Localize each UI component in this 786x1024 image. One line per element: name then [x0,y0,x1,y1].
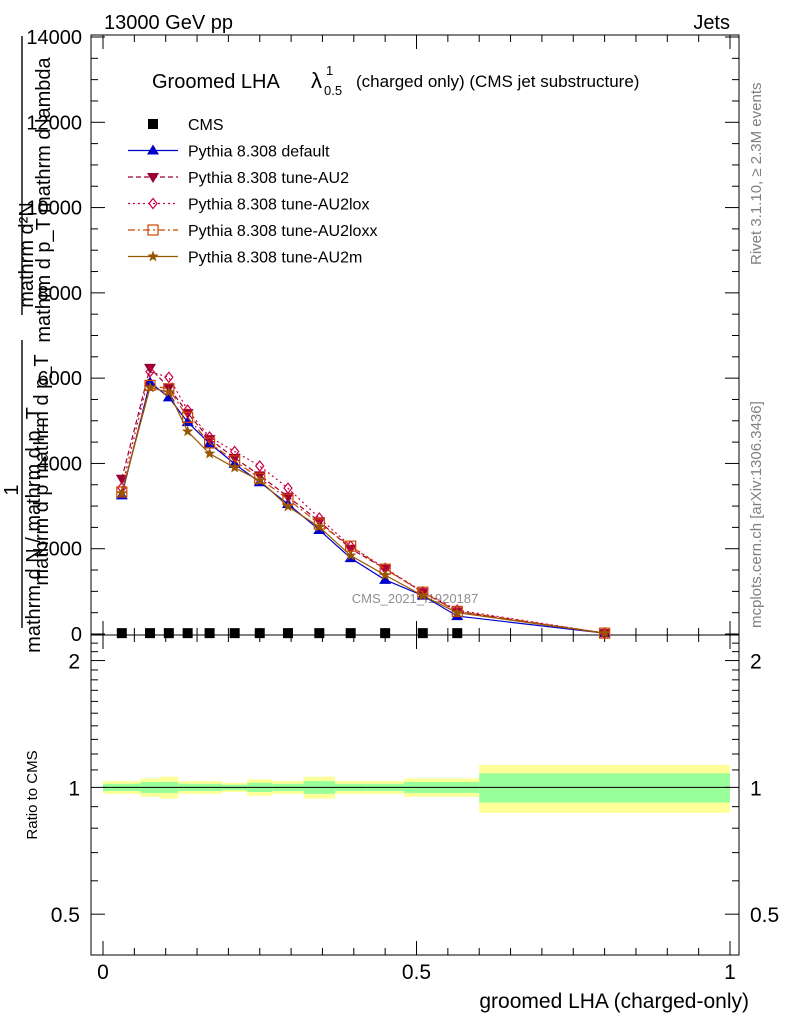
legend-marker [148,119,158,129]
header-left: 13000 GeV pp [104,12,233,34]
main-y-tick-label: 6000 [38,368,83,390]
series-5-point [417,589,429,601]
main-y-tick-label: 14000 [26,27,82,49]
series-1-point [181,416,194,427]
legend-label: CMS [188,117,224,134]
series-0-point [345,628,356,639]
legend: CMS Pythia 8.308 default Pythia 8.308 tune… [128,117,377,267]
legend-label: Pythia 8.308 tune-AU2m [188,250,362,267]
x-tick-label: 0.5 [402,961,431,984]
series-0-point [282,628,293,639]
series-3-point [182,404,193,417]
plot-title-suffix: (charged only) (CMS jet substructure) [356,72,639,91]
series-0-point [204,628,215,639]
series-3-point [254,460,265,472]
series-5-point [144,381,156,393]
series-0-point [314,628,325,639]
plot-title: Groomed LHA λ 1 0.5 (charged only) (CMS … [152,63,639,98]
ylabel-line-2: mathrm d p_T mathrm d lambda [33,56,55,342]
ylabel-line-4: mathrm d N / mathrm d p_T [23,407,45,653]
series-0-point [163,628,174,639]
series-5-point [598,627,611,638]
plot-title-symbol: λ [311,68,322,93]
ratio-y-tick-label-right: 0.5 [750,904,779,927]
ratio-plot-frame [90,634,740,956]
series-4-point [116,486,128,498]
series-5-point [116,487,128,499]
series-5-point [379,569,391,580]
legend-label: Pythia 8.308 tune-AU2loxx [188,223,377,240]
legend-marker [148,197,158,210]
series-0-point [229,628,240,639]
x-tick-label: 1 [724,961,736,984]
plot-title-sub: 0.5 [324,83,342,98]
series-0-point [417,628,428,639]
series-5-point [163,386,175,398]
mcplots-label: mcplots.cern.ch [arXiv:1306.3436] [748,401,765,628]
ratio-bands [103,765,730,813]
x-axis-title: groomed LHA (charged-only) [479,990,749,1013]
series-0-point [452,628,463,639]
series-4-point [182,411,194,423]
series-5-point [313,521,325,532]
series-0-point [254,628,265,639]
ratio-y-tick-label: 0.5 [51,904,80,927]
series-5-point [254,474,266,486]
legend-label: Pythia 8.308 default [188,144,330,161]
ratio-y-axis-title: Ratio to CMS [24,750,41,839]
main-y-tick-label: 4000 [38,453,83,475]
ylabel-subtitle: mathrm d p mathrm d p_T [31,354,53,585]
legend-marker [147,144,159,155]
series-0-point [145,628,156,639]
series-3-point [145,365,155,378]
legend-marker [147,173,159,183]
plot-title-sup: 1 [326,63,333,78]
series-3-point [164,371,174,384]
ylabel-line-3: 1 [1,484,23,495]
series-0-point [182,628,193,639]
series-1-point [379,573,392,584]
series-4-point [144,379,156,391]
main-y-tick-label: 12000 [26,112,82,134]
ratio-y-tick-label-right: 2 [750,651,762,674]
ratio-y-tick-label: 2 [68,651,80,674]
series-3-line [121,370,605,634]
plot-title-main: Groomed LHA [152,71,280,93]
ratio-y-tick-label: 1 [68,777,80,800]
series-5-line [121,386,605,634]
main-y-tick-label: 8000 [38,283,83,305]
legend-label: Pythia 8.308 tune-AU2 [188,170,349,187]
legend-label: Pythia 8.308 tune-AU2lox [188,197,369,214]
series-5-point [345,549,357,561]
series-5-point [282,500,294,512]
legend-marker [147,250,159,262]
series-0-point [380,628,391,639]
legend-marker [147,224,159,236]
ratio-y-tick-label-right: 1 [750,777,762,800]
series-3-point [229,445,240,458]
main-y-tick-label: 10000 [26,198,82,220]
series-2-point [281,492,294,503]
series-3-point [283,482,293,495]
series-layer [115,363,611,640]
ratio-inner-band [479,773,730,803]
series-5-point [229,461,241,473]
rivet-label: Rivet 3.1.10, ≥ 2.3M events [748,83,765,266]
series-3-point [204,431,215,443]
series-2-point [144,363,157,374]
main-y-tick-label: 2000 [38,539,83,561]
main-y-axis-title: mathrm d²N mathrm d p_T mathrm d lambda … [1,36,55,653]
header-right: Jets [693,12,730,34]
ratio-axes: 0.5 0.5 1 1 2 2 0 0.5 1 [51,635,779,984]
series-5-point [451,606,463,618]
x-tick-label: 0 [97,961,109,984]
main-y-tick-label: 0 [71,624,82,646]
analysis-watermark: CMS_2021_I1920187 [352,591,479,606]
main-axes: 0 2000 4000 6000 8000 10000 12000 14000 [26,27,739,646]
series-5-point [203,447,216,459]
series-5-point [181,425,194,437]
series-0-point [116,628,127,639]
